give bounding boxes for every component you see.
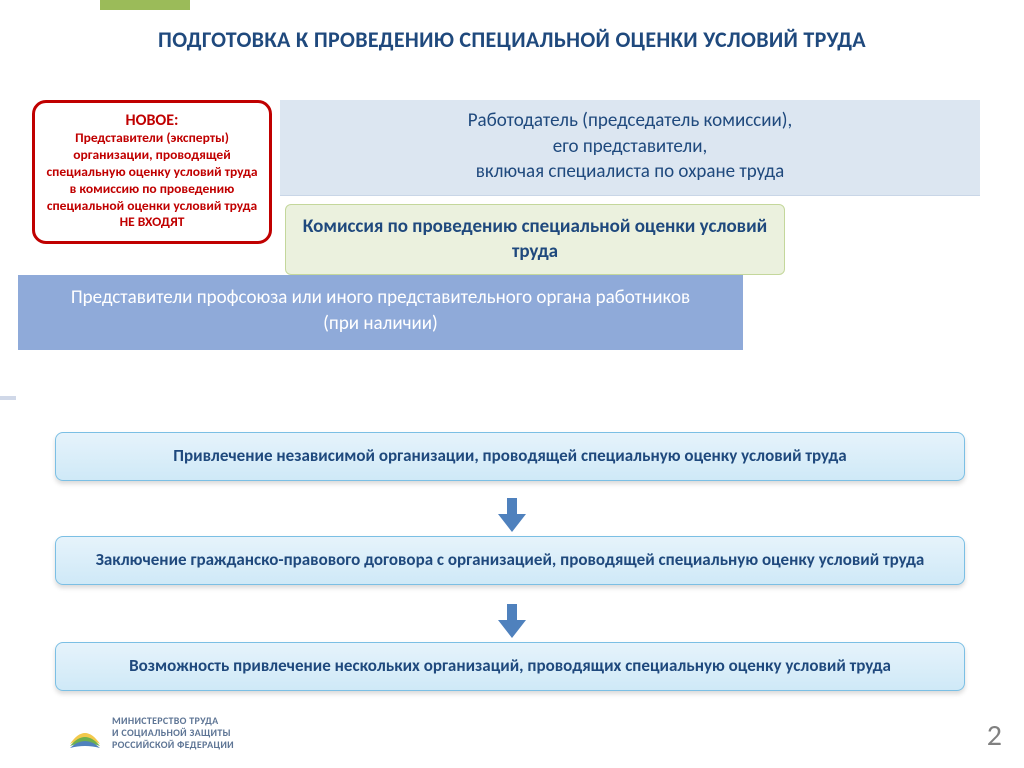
ministry-logo-text: МИНИСТЕРСТВО ТРУДА И СОЦИАЛЬНОЙ ЗАЩИТЫ Р… (112, 715, 234, 751)
ministry-logo-icon (66, 714, 104, 752)
decorative-edge (0, 396, 16, 400)
flow-step-1: Привлечение независимой организации, про… (55, 432, 965, 481)
commission-block: Комиссия по проведению специальной оценк… (285, 204, 785, 275)
footer-line-3: РОССИЙСКОЙ ФЕДЕРАЦИИ (112, 739, 234, 751)
accent-bar (100, 0, 190, 10)
employer-block: Работодатель (председатель комиссии),его… (280, 100, 980, 196)
page-title: ПОДГОТОВКА К ПРОВЕДЕНИЮ СПЕЦИАЛЬНОЙ ОЦЕН… (0, 26, 1024, 54)
callout-new: НОВОЕ: Представители (эксперты) организа… (32, 100, 272, 244)
arrow-down-icon (498, 604, 526, 638)
callout-body-text: Представители (эксперты) организации, пр… (46, 129, 257, 214)
arrow-down-icon (498, 498, 526, 532)
callout-label: НОВОЕ: (43, 111, 261, 130)
ministry-footer: МИНИСТЕРСТВО ТРУДА И СОЦИАЛЬНОЙ ЗАЩИТЫ Р… (66, 714, 234, 752)
callout-tail: НЕ ВХОДЯТ (120, 213, 185, 230)
flow-step-3: Возможность привлечение нескольких орган… (55, 642, 965, 691)
page-number: 2 (987, 717, 1002, 754)
callout-body: Представители (эксперты) организации, пр… (43, 130, 261, 231)
union-block: Представители профсоюза или иного предст… (18, 275, 743, 350)
flow-step-2: Заключение гражданско-правового договора… (55, 536, 965, 585)
